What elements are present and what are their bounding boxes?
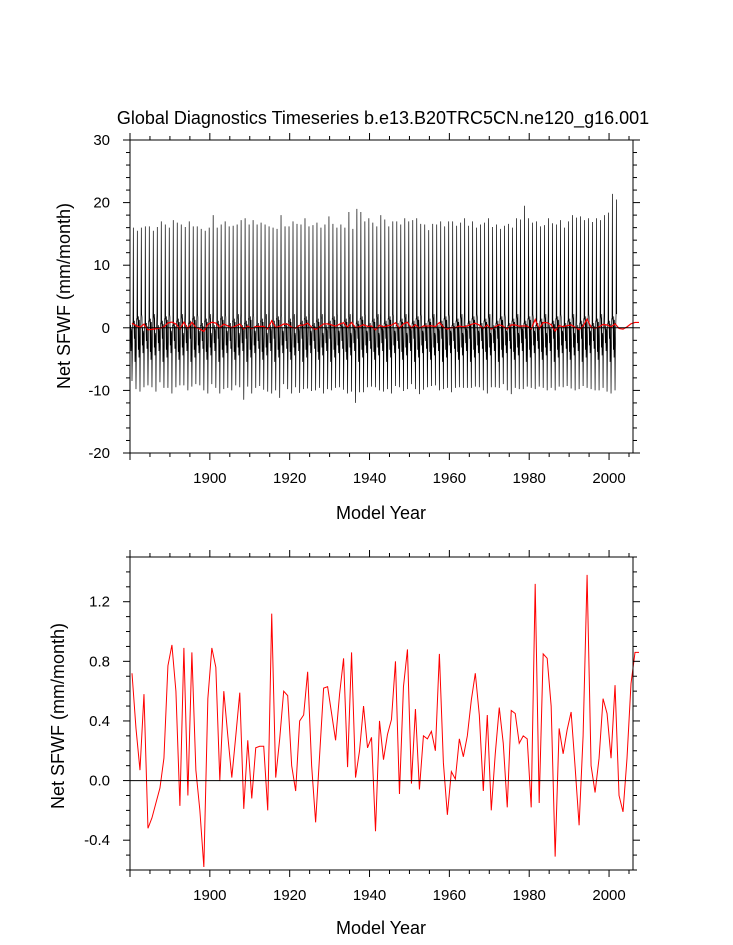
bottom-y-tick-label: -0.4 [84,832,110,849]
top-plot-area [130,193,639,403]
top-y-tick-label: 20 [93,195,110,212]
top-y-tick-label: 30 [93,132,110,149]
top-x-tick-label: 1940 [353,470,386,487]
bottom-x-axis-label: Model Year [336,918,426,938]
top-y-axis-label: Net SFWF (mm/month) [54,203,74,389]
bottom-y-axis-label: Net SFWF (mm/month) [48,623,68,809]
bottom-axes: 1900 1920 1940 1960 1980 2000 -0.4 0.0 0.4 0.8 1.2 [84,550,640,904]
bottom-x-tick-label: 1980 [513,887,546,904]
bottom-x-tick-label: 1940 [353,887,386,904]
annual-mean-overlay-line [131,317,639,333]
top-y-tick-label: -10 [88,382,110,399]
top-y-tick-label: 0 [102,320,110,337]
top-x-tick-label: 1900 [193,470,226,487]
annual-mean-series-line [131,574,639,868]
top-panel: 1900 1920 1940 1960 1980 2000 -20 -10 0 10 20 30 Mo… [54,132,640,523]
bottom-panel: 1900 1920 1940 1960 1980 2000 -0.4 0.0 0.4 0.8 1.2… [48,550,640,938]
bottom-y-tick-label: 1.2 [89,594,110,611]
monthly-series-line [130,193,618,403]
top-axes: 1900 1920 1940 1960 1980 2000 -20 -10 0 10 20 30 [88,132,640,487]
bottom-x-tick-label: 2000 [592,887,625,904]
chart-title: Global Diagnostics Timeseries b.e13.B20T… [117,108,649,129]
top-y-tick-label: -20 [88,445,110,462]
bottom-x-tick-label: 1900 [193,887,226,904]
bottom-y-tick-label: 0.0 [89,773,110,790]
top-x-tick-label: 1920 [273,470,306,487]
top-x-axis-label: Model Year [336,503,426,523]
bottom-plot-area [131,574,639,868]
bottom-plot-frame [129,556,634,871]
top-x-tick-label: 1980 [513,470,546,487]
top-x-tick-label: 1960 [433,470,466,487]
bottom-x-tick-label: 1920 [273,887,306,904]
top-plot-frame [129,139,634,454]
top-y-tick-label: 10 [93,257,110,274]
bottom-x-tick-label: 1960 [433,887,466,904]
top-x-tick-label: 2000 [592,470,625,487]
bottom-y-tick-label: 0.4 [89,713,110,730]
bottom-y-tick-label: 0.8 [89,653,110,670]
